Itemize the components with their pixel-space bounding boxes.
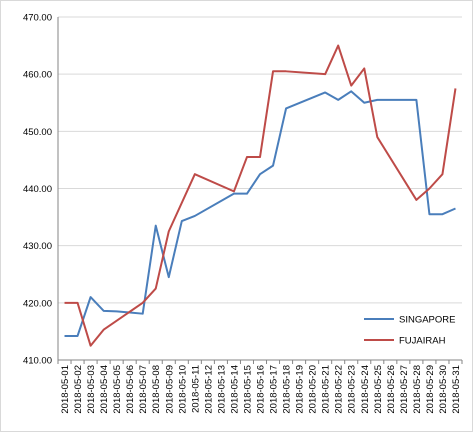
grid-lines xyxy=(58,16,462,304)
x-tick-label: 2018-05-06 xyxy=(125,365,136,414)
x-tick-label: 2018-05-04 xyxy=(99,365,110,414)
x-tick-label: 2018-05-05 xyxy=(112,365,123,414)
x-tick-label: 2018-05-26 xyxy=(386,365,397,414)
y-tick-label: 420.00 xyxy=(23,298,52,309)
x-tick-label: 2018-05-02 xyxy=(73,365,84,414)
x-tick-label: 2018-05-08 xyxy=(151,365,162,414)
x-tick-label: 2018-05-13 xyxy=(216,365,227,414)
series-line-fujairah xyxy=(64,44,457,347)
x-tick-label: 2018-05-23 xyxy=(347,365,358,414)
legend-label: FUJAIRAH xyxy=(399,336,446,347)
legend: SINGAPORE FUJAIRAH xyxy=(364,315,456,347)
series-lines xyxy=(64,44,457,347)
x-tick-label: 2018-05-31 xyxy=(451,365,462,414)
x-tick-label: 2018-05-18 xyxy=(282,365,293,414)
x-tick-label: 2018-05-14 xyxy=(229,365,240,414)
x-tick-label: 2018-05-16 xyxy=(256,365,267,414)
series-line-singapore xyxy=(64,90,456,337)
x-tick-label: 2018-05-25 xyxy=(373,365,384,414)
x-tick-label: 2018-05-19 xyxy=(295,365,306,414)
x-tick-label: 2018-05-21 xyxy=(321,365,332,414)
x-tick-label: 2018-05-01 xyxy=(60,365,71,414)
x-tick-label: 2018-05-29 xyxy=(425,365,436,414)
y-tick-label: 430.00 xyxy=(23,241,52,252)
x-tick-label: 2018-05-09 xyxy=(164,365,175,414)
x-tick-label: 2018-05-27 xyxy=(399,365,410,414)
y-axis-ticks: 410.00 420.00 430.00 440.00 450.00 460.00 470.… xyxy=(23,13,52,367)
x-tick-label: 2018-05-17 xyxy=(269,365,280,414)
x-tick-label: 2018-05-28 xyxy=(412,365,423,414)
y-tick-label: 450.00 xyxy=(23,127,52,138)
x-tick-label: 2018-05-03 xyxy=(86,365,97,414)
y-tick-label: 440.00 xyxy=(23,184,52,195)
x-tick-label: 2018-05-22 xyxy=(334,365,345,414)
legend-label: SINGAPORE xyxy=(399,315,456,326)
x-tick-label: 2018-05-10 xyxy=(177,365,188,414)
x-axis: 2018-05-01 2018-05-02 2018-05-03 2018-05-04… xyxy=(57,17,463,414)
x-tick-label: 2018-05-30 xyxy=(438,365,449,414)
x-tick-label: 2018-05-12 xyxy=(203,365,214,414)
y-tick-label: 410.00 xyxy=(23,356,52,367)
x-tick-label: 2018-05-24 xyxy=(360,365,371,414)
x-tick-label: 2018-05-11 xyxy=(190,365,201,413)
y-tick-label: 460.00 xyxy=(23,70,52,81)
x-tick-label: 2018-05-20 xyxy=(308,365,319,414)
x-tick-label: 2018-05-15 xyxy=(242,365,253,414)
y-tick-label: 470.00 xyxy=(23,13,52,24)
x-tick-label: 2018-05-07 xyxy=(138,365,149,414)
